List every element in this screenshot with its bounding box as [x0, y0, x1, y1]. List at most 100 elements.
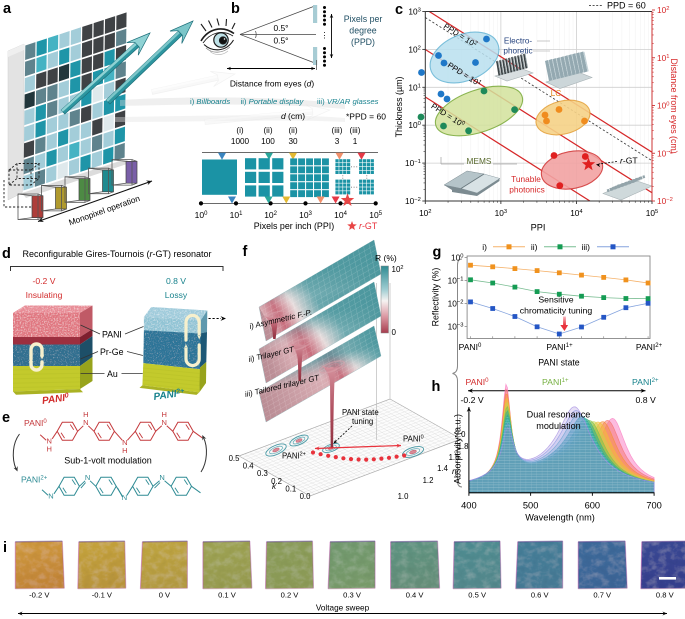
svg-text:102: 102 — [392, 265, 404, 274]
svg-text:0.8 V: 0.8 V — [166, 276, 186, 286]
svg-text:102: 102 — [657, 5, 669, 15]
svg-text:1.8: 1.8 — [458, 442, 469, 451]
svg-text:PANI2+: PANI2+ — [21, 475, 48, 485]
svg-text:103: 103 — [408, 7, 420, 17]
svg-text:101: 101 — [408, 82, 420, 92]
svg-text:b: b — [231, 1, 240, 17]
svg-text:3: 3 — [335, 137, 340, 146]
svg-text:Distance from eyes (cm): Distance from eyes (cm) — [669, 58, 679, 153]
svg-text:10−1: 10−1 — [405, 158, 421, 168]
svg-text:r-GT: r-GT — [620, 156, 638, 166]
svg-text:10−1: 10−1 — [657, 148, 673, 158]
svg-text:10−2: 10−2 — [448, 299, 464, 309]
svg-text:⋮: ⋮ — [321, 31, 329, 40]
svg-text:d: d — [2, 246, 11, 262]
svg-text:104: 104 — [334, 210, 347, 220]
svg-text:0 V: 0 V — [159, 591, 171, 600]
svg-text:n: n — [452, 467, 457, 476]
svg-text:PPD = 60: PPD = 60 — [607, 1, 646, 11]
svg-text:modulation: modulation — [536, 421, 581, 431]
svg-text:H: H — [83, 410, 88, 419]
svg-text:Pixels per: Pixels per — [344, 14, 383, 24]
svg-text:photonics: photonics — [509, 185, 545, 195]
svg-text:iii): iii) — [582, 242, 591, 252]
svg-text:*PPD = 60: *PPD = 60 — [346, 112, 386, 122]
svg-text:0.3: 0.3 — [257, 469, 268, 478]
svg-text:g: g — [433, 245, 442, 261]
svg-text:0.5: 0.5 — [229, 454, 241, 463]
svg-text:d (cm): d (cm) — [281, 111, 305, 121]
svg-text:a: a — [3, 1, 12, 17]
svg-text:0.2 V: 0.2 V — [281, 591, 300, 600]
svg-text:0.3 V: 0.3 V — [343, 591, 362, 600]
svg-text:chromaticity tuning: chromaticity tuning — [520, 306, 593, 316]
svg-text:Pr-Ge: Pr-Ge — [100, 347, 124, 357]
svg-text:103: 103 — [299, 210, 312, 220]
svg-text:H: H — [162, 410, 167, 419]
svg-text:N: N — [83, 418, 88, 427]
svg-text:N: N — [85, 473, 90, 482]
svg-text:Au: Au — [107, 369, 118, 379]
svg-text:2.0: 2.0 — [455, 430, 467, 439]
svg-text:PPI: PPI — [531, 223, 546, 233]
svg-text:Sensitive: Sensitive — [538, 295, 573, 305]
svg-text:Thickness (µm): Thickness (µm) — [394, 77, 404, 138]
svg-text:(ii): (ii) — [288, 126, 297, 135]
svg-text:0.5°: 0.5° — [274, 23, 289, 33]
svg-text:ii) Portable display: ii) Portable display — [241, 97, 305, 106]
svg-text:100: 100 — [195, 210, 208, 220]
svg-text:600: 600 — [585, 501, 601, 511]
svg-text:1.4: 1.4 — [437, 464, 449, 473]
svg-text:101: 101 — [230, 210, 243, 220]
svg-text:Wavelength (nm): Wavelength (nm) — [525, 513, 595, 523]
svg-text:i: i — [3, 540, 7, 556]
svg-text:ii): ii) — [531, 242, 538, 252]
svg-text:PANI0: PANI0 — [466, 377, 490, 388]
svg-text:1: 1 — [353, 137, 358, 146]
svg-text:PANI0: PANI0 — [403, 435, 424, 444]
svg-text:Pixels per inch (PPI): Pixels per inch (PPI) — [254, 221, 334, 231]
svg-text:102: 102 — [419, 208, 431, 218]
svg-text:700: 700 — [646, 501, 662, 511]
svg-text:Lossy: Lossy — [165, 290, 188, 300]
svg-text:PANI2+: PANI2+ — [632, 377, 659, 388]
svg-text:1000: 1000 — [231, 137, 250, 146]
svg-text:1.2: 1.2 — [423, 476, 434, 485]
svg-text:k: k — [272, 482, 277, 491]
svg-text:0.7 V: 0.7 V — [593, 591, 612, 600]
svg-text:Absorptivity (a.u.): Absorptivity (a.u.) — [453, 414, 463, 484]
svg-text:105: 105 — [369, 210, 382, 220]
svg-text:degree: degree — [349, 26, 376, 36]
svg-text:0.8 V: 0.8 V — [636, 395, 656, 405]
svg-text:0.2: 0.2 — [271, 477, 282, 486]
svg-text:LC: LC — [551, 88, 562, 98]
svg-text:PANI0: PANI0 — [24, 418, 47, 428]
svg-text:N: N — [162, 418, 167, 427]
svg-text:PANI0: PANI0 — [459, 342, 482, 352]
svg-text:103: 103 — [495, 208, 507, 218]
svg-text:f: f — [243, 244, 248, 260]
svg-text:1.6: 1.6 — [449, 453, 460, 462]
svg-text:H: H — [122, 446, 127, 455]
svg-text:100: 100 — [657, 101, 669, 111]
svg-text:N: N — [122, 438, 127, 447]
svg-text:PANI2+: PANI2+ — [153, 387, 185, 403]
svg-text:102: 102 — [408, 44, 420, 54]
svg-text:(PPD): (PPD) — [351, 37, 375, 47]
svg-text:0.5°: 0.5° — [274, 36, 289, 46]
svg-text:Voltage sweep: Voltage sweep — [316, 604, 370, 613]
svg-text:30: 30 — [288, 137, 298, 146]
svg-text:102: 102 — [264, 210, 277, 220]
svg-text:N: N — [122, 493, 127, 502]
svg-text:PANI2+: PANI2+ — [636, 342, 663, 352]
svg-text:Insulating: Insulating — [26, 290, 63, 300]
svg-text:-0.2 V: -0.2 V — [33, 276, 56, 286]
svg-text:0.8 V: 0.8 V — [656, 591, 675, 600]
svg-text:(iii): (iii) — [332, 126, 343, 135]
svg-text:PANI2+: PANI2+ — [282, 452, 306, 461]
svg-text:0.1: 0.1 — [285, 484, 296, 493]
svg-text:h: h — [432, 379, 441, 395]
svg-text:105: 105 — [646, 208, 658, 218]
svg-text:104: 104 — [570, 208, 583, 218]
svg-text:PANI: PANI — [102, 330, 122, 340]
